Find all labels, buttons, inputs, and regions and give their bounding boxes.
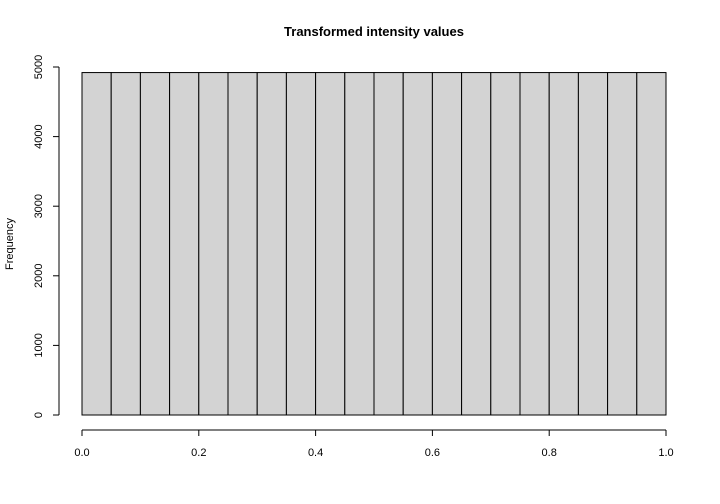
histogram-bar (344, 72, 375, 416)
x-tick-label: 0.6 (425, 447, 440, 459)
histogram-bar (490, 72, 521, 416)
x-axis: 0.0 0.2 0.4 0.6 0.8 1.0 (74, 429, 674, 459)
x-tick-label: 1.0 (658, 447, 673, 459)
histogram-bar (198, 72, 229, 416)
histogram-bar (636, 72, 667, 416)
histogram-bar (373, 72, 404, 416)
histogram-bar (256, 72, 287, 416)
histogram-bar (461, 72, 492, 416)
histogram-bar (139, 72, 171, 416)
y-tick-label: 4000 (33, 124, 45, 148)
y-tick-label: 0 (33, 412, 45, 418)
y-tick-label: 1000 (33, 333, 45, 357)
x-tick-label: 0.2 (191, 447, 206, 459)
histogram-bar (402, 72, 433, 416)
y-axis: 0 1000 2000 3000 4000 5000 (33, 55, 60, 418)
y-tick-label: 3000 (33, 194, 45, 218)
x-tick-label: 0.8 (542, 447, 557, 459)
histogram-bar (285, 72, 317, 416)
histogram-bar (227, 72, 258, 416)
x-tick-label: 0.4 (308, 447, 323, 459)
histogram-bar (110, 72, 141, 416)
histogram-bar (431, 72, 463, 416)
y-tick-label: 2000 (33, 264, 45, 288)
histogram-bar (169, 72, 200, 416)
histogram-bar (548, 72, 579, 416)
histogram-bar (577, 72, 609, 416)
histogram-bar (519, 72, 550, 416)
x-tick-label: 0.0 (74, 447, 89, 459)
histogram-bar (81, 72, 112, 416)
y-tick-label: 5000 (33, 55, 45, 79)
bars-group (81, 72, 667, 416)
y-axis-label: Frequency (4, 218, 16, 270)
histogram-bar (607, 72, 638, 416)
chart-title: Transformed intensity values (284, 24, 464, 39)
histogram-bar (315, 72, 346, 416)
